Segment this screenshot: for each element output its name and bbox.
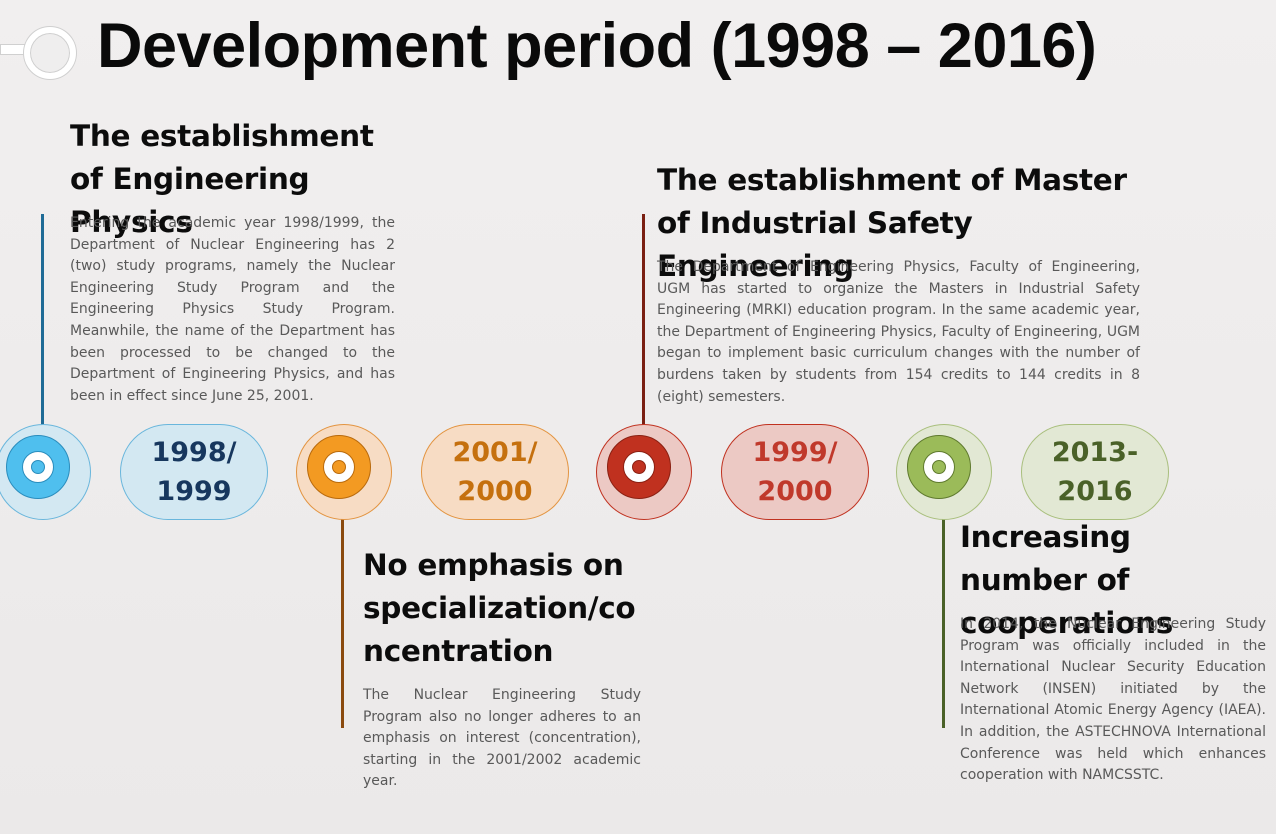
connector-line-1998 [41,214,44,444]
event-text-no-specialization: The Nuclear Engineering Study Program al… [363,687,641,790]
event-text-engineering-physics: Entering the academic year 1998/1999, th… [70,215,395,404]
timeline-node-2001-icon [296,424,392,520]
event-text-master-safety: The Department of Engineering Physics, F… [657,259,1140,405]
timeline-node-2013-icon [896,424,992,520]
connector-line-1999 [642,214,645,444]
timeline-node-1998-icon [0,424,91,520]
event-title-cooperations: Increasing number of cooperations [960,520,1174,640]
period-label: 2013- 2016 [1051,437,1139,507]
period-1999-2000: 1999/ 2000 [721,424,869,520]
period-2001-2000: 2001/ 2000 [421,424,569,520]
connector-line-2001 [341,500,344,728]
page-title: Development period (1998 – 2016) [97,11,1097,81]
period-1998-1999: 1998/ 1999 [120,424,268,520]
event-title-master-safety: The establishment of Master of Industria… [657,163,1127,283]
period-2013-2016: 2013- 2016 [1021,424,1169,520]
connector-line-2013 [942,500,945,728]
event-text-cooperations: In 2014, the Nuclear Engineering Study P… [960,616,1266,784]
title-ring-icon [24,27,76,79]
period-label: 2001/ 2000 [452,437,538,507]
event-title-engineering-physics: The establishment of Engineering Physics [70,119,374,239]
event-title-no-specialization: No emphasis on specialization/concentrat… [363,548,636,668]
period-label: 1999/ 2000 [752,437,838,507]
period-label: 1998/ 1999 [151,437,237,507]
timeline-node-1999-icon [596,424,692,520]
